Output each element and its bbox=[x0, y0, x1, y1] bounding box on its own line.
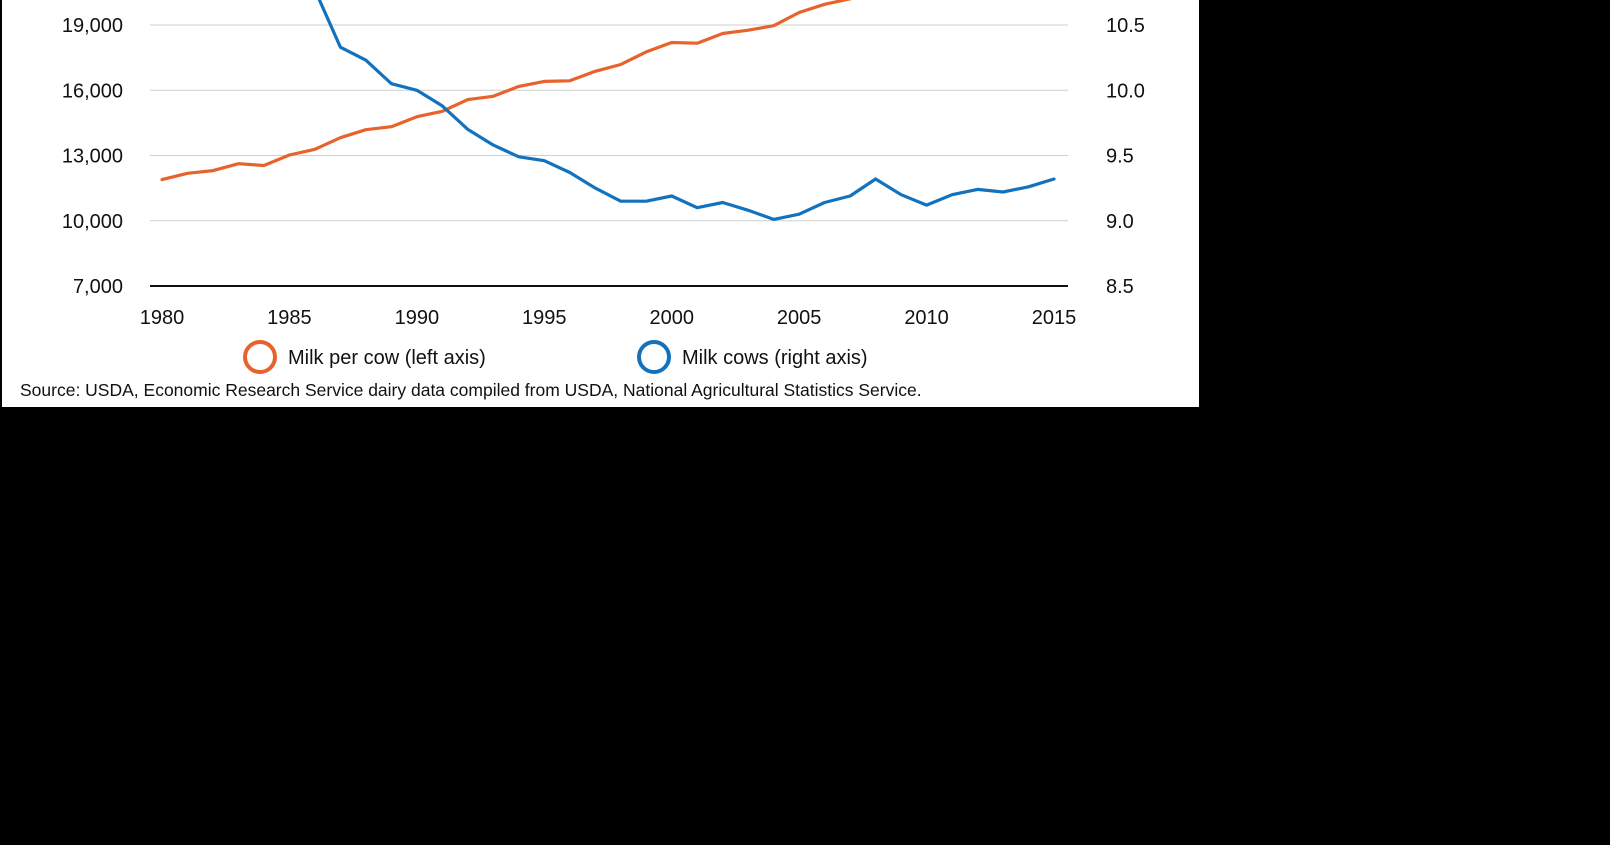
x-tick-label: 1985 bbox=[267, 307, 312, 329]
series-line-milk-per-cow bbox=[160, 0, 853, 182]
x-tick-label: 2010 bbox=[904, 307, 949, 329]
milk-chart: 7,000 10,000 13,000 16,000 19,000 8.5 9.0 9.5 1… bbox=[20, 0, 1145, 400]
legend: Milk per cow (left axis) Milk cows (righ… bbox=[243, 340, 868, 374]
x-tick-label: 1995 bbox=[522, 307, 567, 329]
series-line-milk-cows bbox=[317, 0, 1056, 221]
right-tick-label: 10.0 bbox=[1106, 80, 1145, 102]
legend-label-milk-cows: Milk cows (right axis) bbox=[682, 347, 868, 369]
left-tick-label: 13,000 bbox=[62, 146, 123, 168]
legend-item-milk-per-cow: Milk per cow (left axis) bbox=[243, 340, 486, 374]
legend-marker-milk-per-cow bbox=[243, 340, 277, 374]
series-lines bbox=[160, 0, 1056, 221]
x-tick-label: 2000 bbox=[649, 307, 694, 329]
right-tick-label: 8.5 bbox=[1106, 276, 1134, 298]
left-tick-label: 19,000 bbox=[62, 15, 123, 37]
x-tick-label: 2015 bbox=[1032, 307, 1077, 329]
x-axis-ticks: 1980 1985 1990 1995 2000 2005 2010 2015 bbox=[140, 307, 1077, 329]
legend-marker-milk-cows bbox=[637, 340, 671, 374]
left-tick-label: 7,000 bbox=[73, 276, 123, 298]
legend-item-milk-cows: Milk cows (right axis) bbox=[637, 340, 868, 374]
right-axis-ticks: 8.5 9.0 9.5 10.0 10.5 bbox=[1106, 15, 1145, 298]
x-tick-label: 2005 bbox=[777, 307, 822, 329]
gridlines bbox=[150, 24, 1068, 222]
x-tick-label: 1980 bbox=[140, 307, 185, 329]
left-axis-ticks: 7,000 10,000 13,000 16,000 19,000 bbox=[62, 15, 123, 298]
left-tick-label: 10,000 bbox=[62, 211, 123, 233]
source-note: Source: USDA, Economic Research Service … bbox=[20, 380, 922, 400]
left-tick-label: 16,000 bbox=[62, 80, 123, 102]
chart-panel: 7,000 10,000 13,000 16,000 19,000 8.5 9.0 9.5 1… bbox=[2, 0, 1199, 407]
x-tick-label: 1990 bbox=[395, 307, 440, 329]
right-tick-label: 10.5 bbox=[1106, 15, 1145, 37]
right-tick-label: 9.5 bbox=[1106, 146, 1134, 168]
right-tick-label: 9.0 bbox=[1106, 211, 1134, 233]
legend-label-milk-per-cow: Milk per cow (left axis) bbox=[288, 347, 486, 369]
